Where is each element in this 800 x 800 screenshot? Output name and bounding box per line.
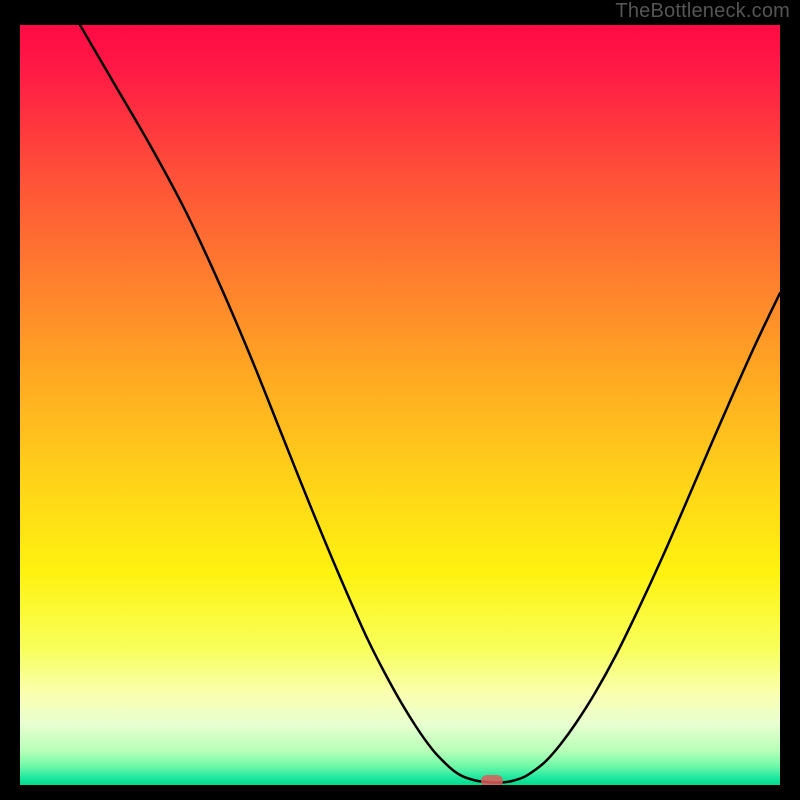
bottleneck-curve (80, 25, 780, 783)
optimum-marker (481, 775, 503, 785)
plot-area (20, 25, 780, 785)
chart-svg (20, 25, 780, 785)
watermark-text: TheBottleneck.com (615, 0, 790, 23)
